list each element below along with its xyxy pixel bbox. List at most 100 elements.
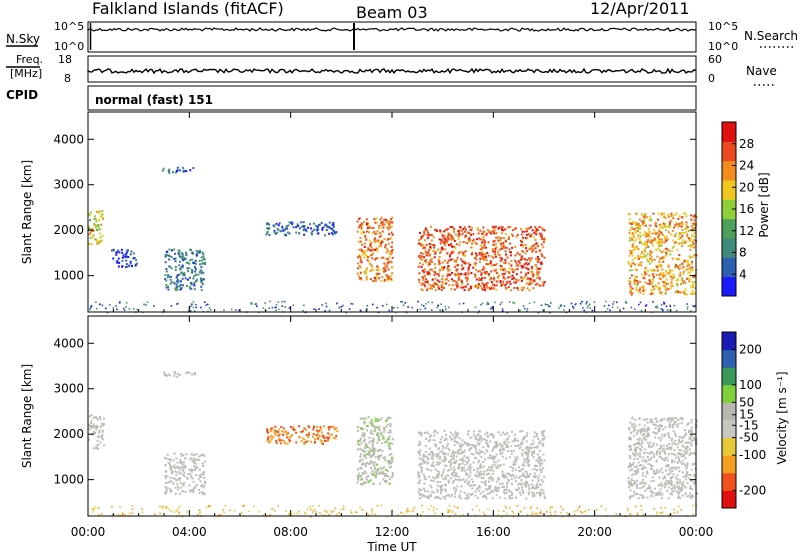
echo-cell [275, 303, 278, 306]
echo-cell [644, 438, 647, 441]
echo-cell [175, 275, 178, 278]
echo-cell [481, 277, 484, 279]
echo-cell [383, 279, 386, 282]
echo-cell [422, 488, 425, 491]
echo-cell [182, 274, 185, 277]
echo-cell [683, 212, 686, 215]
power-ylabel: Slant Range [km] [20, 160, 34, 264]
echo-cell [365, 268, 368, 271]
echo-cell [655, 249, 658, 252]
echo-cell [677, 290, 680, 293]
echo-cell [691, 269, 694, 272]
echo-cell [515, 488, 517, 491]
echo-cell [692, 283, 695, 286]
echo-cell [380, 280, 383, 283]
echo-cell [360, 478, 363, 481]
echo-cell [474, 490, 477, 493]
echo-cell [209, 505, 212, 508]
echo-cell [472, 480, 474, 483]
echo-cell [646, 456, 649, 458]
echo-cell [670, 274, 673, 277]
echo-cell [433, 285, 435, 288]
echo-cell [365, 478, 368, 481]
echo-cell [646, 252, 649, 255]
echo-cell [93, 215, 96, 218]
echo-cell [191, 303, 193, 305]
echo-cell [665, 482, 668, 485]
echo-cell [519, 309, 521, 312]
echo-cell [430, 260, 433, 263]
echo-cell [95, 426, 98, 429]
echo-cell [178, 469, 181, 472]
echo-cell [443, 464, 446, 467]
echo-cell [183, 475, 186, 478]
echo-cell [165, 470, 168, 473]
echo-cell [628, 428, 631, 431]
echo-cell [193, 310, 196, 312]
echo-cell [686, 235, 689, 238]
echo-cell [435, 251, 437, 254]
echo-cell [524, 307, 526, 310]
echo-cell [508, 506, 511, 509]
echo-cell [497, 459, 500, 462]
echo-cell [443, 458, 446, 461]
echo-cell [500, 258, 503, 261]
echo-cell [631, 423, 634, 426]
echo-cell [430, 234, 433, 236]
echo-cell [173, 374, 176, 377]
echo-cell [634, 466, 637, 469]
echo-cell [417, 300, 419, 303]
echo-cell [363, 435, 366, 438]
echo-cell [551, 506, 554, 508]
echo-cell [359, 236, 362, 239]
echo-cell [205, 506, 208, 508]
echo-cell [440, 289, 443, 291]
echo-cell [672, 245, 675, 248]
echo-cell [452, 450, 455, 453]
echo-cell [446, 445, 449, 447]
echo-cell [436, 481, 439, 484]
echo-cell [659, 469, 662, 472]
echo-cell [653, 288, 656, 291]
echo-cell [414, 506, 416, 509]
echo-cell [198, 260, 201, 262]
echo-cell [388, 416, 391, 419]
echo-cell [89, 307, 92, 309]
echo-cell [367, 222, 370, 225]
echo-cell [692, 215, 695, 218]
echo-cell [178, 478, 181, 481]
echo-cell [90, 425, 93, 427]
echo-cell [629, 497, 631, 500]
echo-cell [642, 481, 645, 484]
echo-cell [481, 246, 484, 249]
echo-cell [437, 454, 440, 457]
echo-cell [434, 252, 437, 255]
echo-cell [166, 506, 168, 508]
echo-cell [448, 255, 451, 258]
echo-cell [296, 512, 299, 515]
echo-cell [387, 228, 390, 231]
echo-cell [639, 227, 641, 230]
echo-cell [200, 272, 203, 275]
echo-cell [549, 508, 551, 511]
echo-cell [638, 257, 641, 260]
echo-cell [528, 227, 531, 230]
echo-cell [493, 455, 496, 458]
echo-cell [546, 304, 549, 306]
echo-cell [379, 448, 382, 451]
echo-cell [658, 291, 661, 294]
echo-cell [360, 222, 363, 225]
echo-cell [491, 250, 494, 253]
echo-cell [681, 487, 684, 490]
echo-cell [511, 492, 514, 495]
echo-cell [173, 464, 176, 467]
echo-cell [193, 281, 196, 284]
echo-cell [689, 244, 692, 247]
echo-cell [173, 248, 176, 251]
echo-cell [451, 245, 454, 248]
echo-cell [418, 482, 421, 485]
echo-cell [628, 231, 631, 234]
echo-cell [663, 212, 666, 215]
echo-cell [433, 273, 436, 276]
echo-cell [327, 437, 330, 440]
